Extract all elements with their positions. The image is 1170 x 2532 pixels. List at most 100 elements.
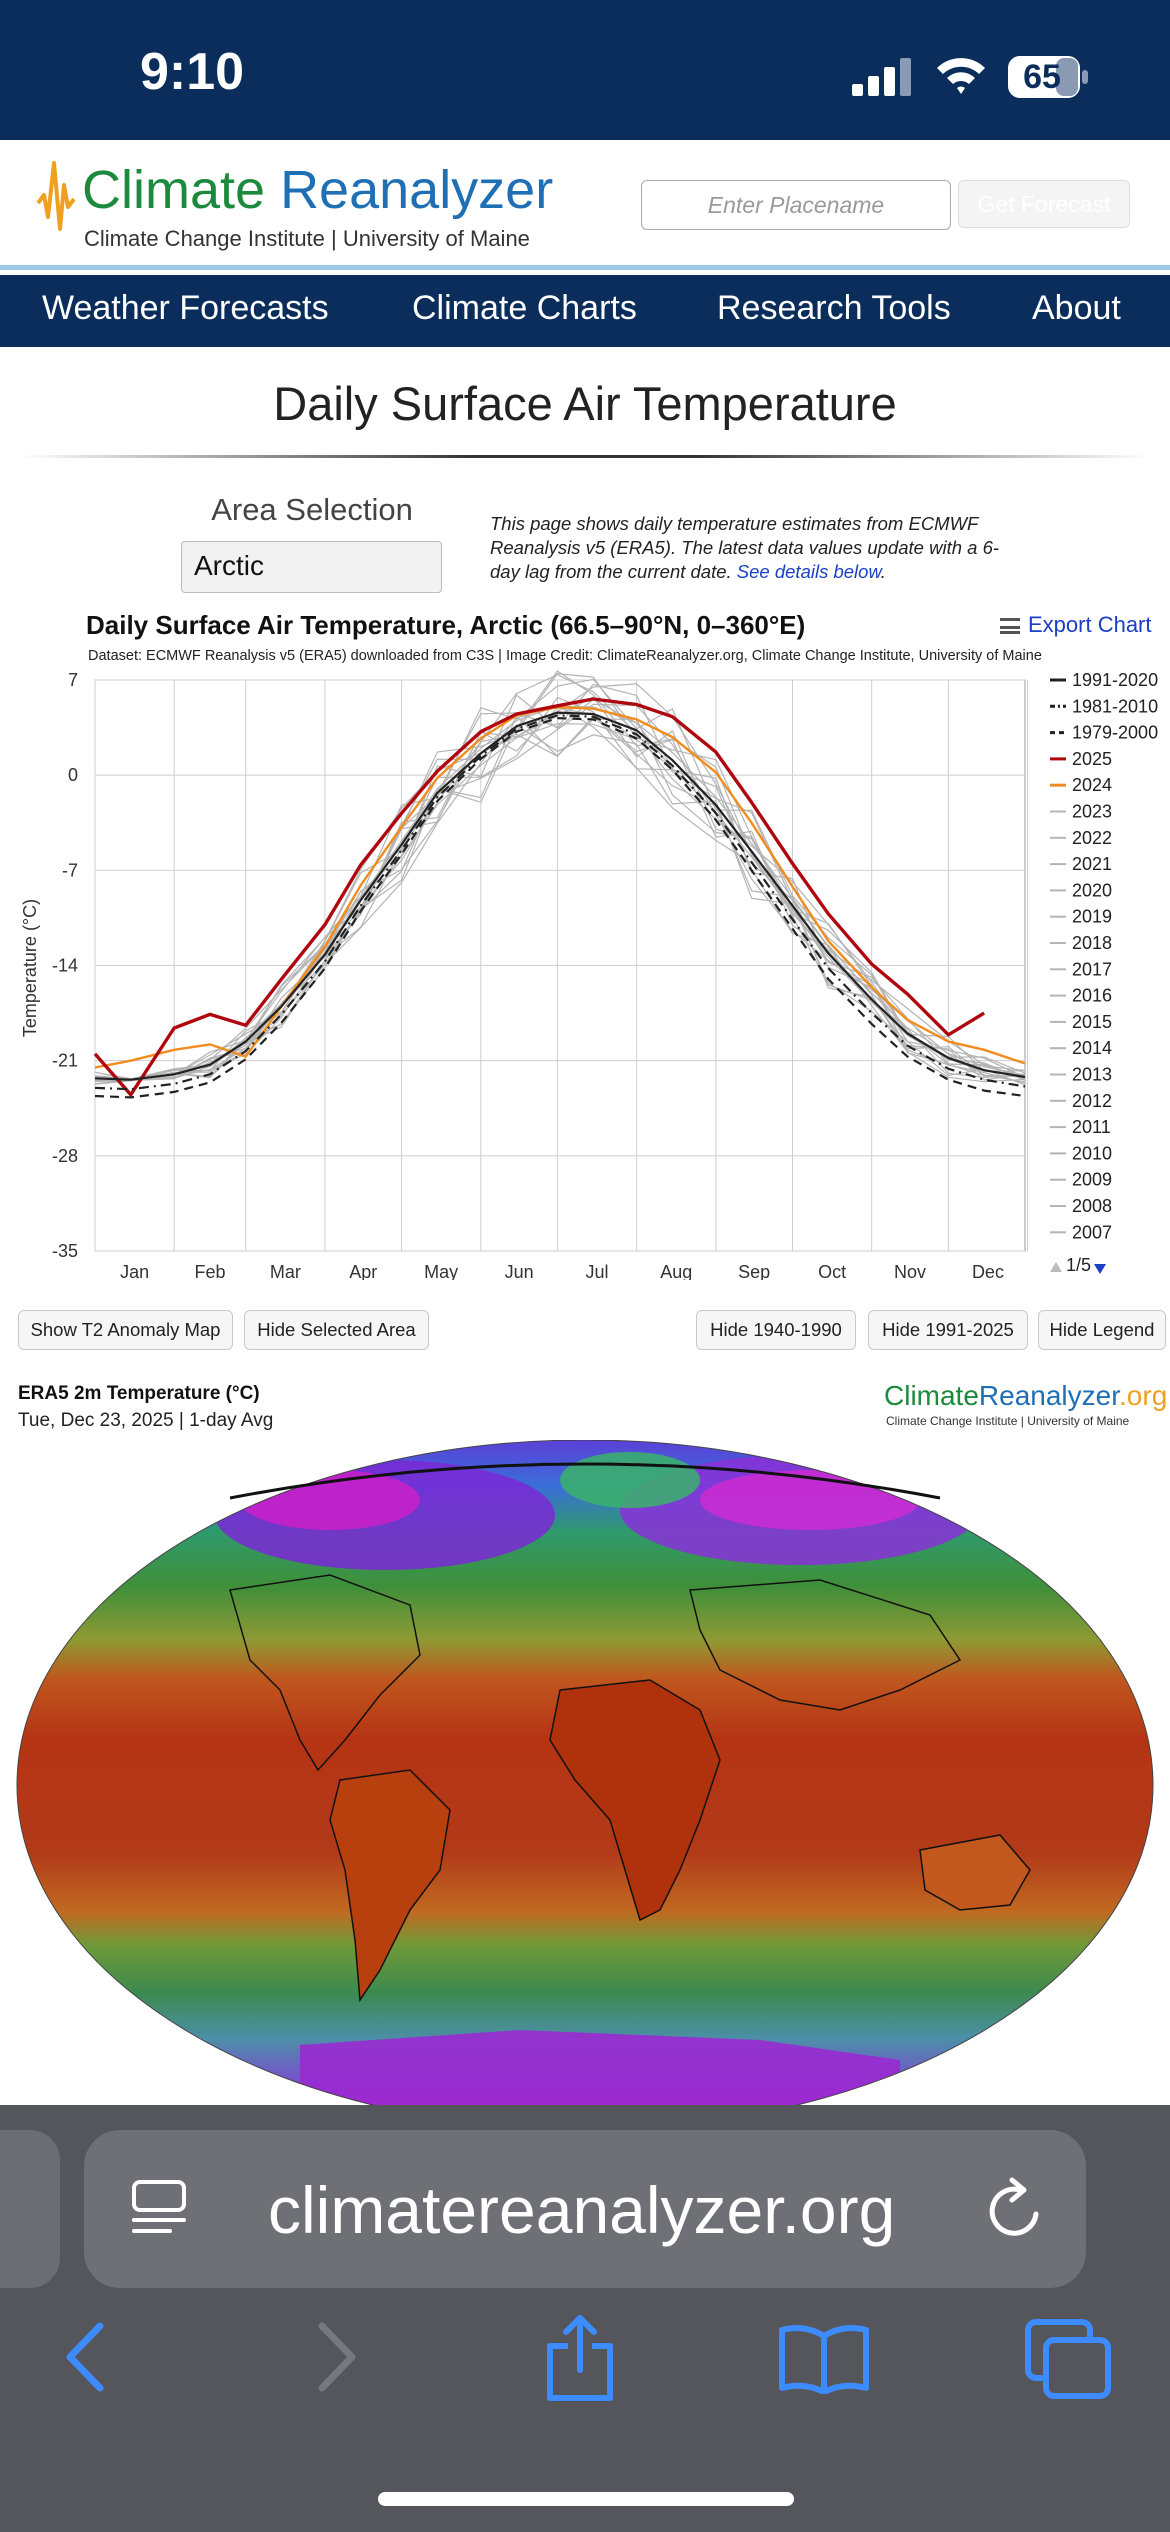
status-bar: 9:10 65: [0, 0, 1170, 140]
y-tick-label: -35: [52, 1241, 78, 1261]
map-title: ERA5 2m Temperature (°C): [18, 1383, 260, 1404]
y-tick-label: 7: [68, 670, 78, 690]
map-date: Tue, Dec 23, 2025 | 1-day Avg: [18, 1410, 274, 1431]
x-tick-label: Jan: [120, 1262, 149, 1280]
url-text[interactable]: climatereanalyzer.org: [268, 2173, 896, 2247]
series-line-2010: [94, 683, 1026, 1081]
tabs-icon[interactable]: [1024, 2318, 1112, 2400]
legend-prev-icon[interactable]: [1050, 1262, 1062, 1272]
hide-selected-area-button[interactable]: Hide Selected Area: [244, 1310, 429, 1350]
home-indicator[interactable]: [378, 2492, 794, 2506]
info-text: This page shows daily temperature estima…: [490, 513, 1000, 582]
area-select[interactable]: Arctic: [181, 541, 442, 593]
series-line-2025: [93, 697, 985, 1097]
legend-label-2008: 2008: [1072, 1196, 1112, 1216]
nav-about[interactable]: About: [1032, 289, 1121, 327]
temperature-chart[interactable]: 7 0 -7 -14 -21 -28 -35 Jan Feb Mar Apr May Jun Jul Au…: [0, 660, 1170, 1280]
legend-label-1981-2010: 1981-2010: [1072, 696, 1158, 716]
chart-grid: [94, 679, 1029, 1252]
status-time: 9:10: [140, 43, 245, 101]
logo-wave-icon[interactable]: [36, 155, 76, 237]
address-bar[interactable]: [84, 2130, 1086, 2288]
series-line-2009: [94, 715, 1026, 1084]
y-tick-label: -28: [52, 1146, 78, 1166]
series-line-1979-2000: [94, 717, 1026, 1099]
see-details-link[interactable]: See details below: [736, 561, 881, 582]
battery-icon: [1008, 56, 1088, 98]
x-tick-label: May: [424, 1262, 458, 1280]
cellular-signal-icon: [852, 58, 911, 96]
area-selection-label: Area Selection: [211, 492, 413, 527]
map-globe: [17, 1440, 1153, 2105]
map-logo-subtitle: Climate Change Institute | University of…: [886, 1414, 1130, 1428]
legend-label-2023: 2023: [1072, 802, 1112, 822]
x-tick-label: Apr: [349, 1262, 377, 1280]
site-logo[interactable]: Climate Reanalyzer: [82, 160, 553, 220]
x-tick-label: Mar: [270, 1262, 301, 1280]
export-chart-button[interactable]: Export Chart: [1000, 612, 1152, 638]
hide-1940-1990-button[interactable]: Hide 1940-1990: [696, 1310, 856, 1350]
legend-label-2011: 2011: [1072, 1117, 1111, 1137]
series-line-1991-2020: [94, 711, 1026, 1081]
back-icon[interactable]: [62, 2322, 106, 2392]
x-tick-label: Dec: [972, 1262, 1004, 1280]
y-axis-ticks: 7 0 -7 -14 -21 -28 -35: [52, 670, 78, 1261]
legend-label-2022: 2022: [1072, 828, 1112, 848]
legend-pager[interactable]: 1/5: [1050, 1255, 1106, 1275]
x-tick-label: Oct: [818, 1262, 846, 1280]
x-tick-label: Aug: [660, 1262, 692, 1280]
y-tick-label: -7: [62, 860, 78, 880]
x-axis-ticks: Jan Feb Mar Apr May Jun Jul Aug Sep Oct Nov Dec: [120, 1262, 1004, 1280]
page-title: Daily Surface Air Temperature: [273, 377, 897, 430]
series-line-1981-2010: [94, 714, 1026, 1091]
legend-label-2010: 2010: [1072, 1143, 1112, 1163]
placename-input[interactable]: [641, 180, 951, 230]
x-tick-label: Jul: [586, 1262, 609, 1280]
nav-climate-charts[interactable]: Climate Charts: [412, 289, 637, 327]
legend-label-1991-2020: 1991-2020: [1072, 670, 1158, 690]
site-header: Climate Reanalyzer Climate Change Instit…: [0, 140, 1170, 270]
hide-legend-button[interactable]: Hide Legend: [1038, 1310, 1166, 1350]
chart-credit: Dataset: ECMWF Reanalysis v5 (ERA5) down…: [88, 648, 1042, 664]
legend-label-2007: 2007: [1072, 1222, 1112, 1242]
export-chart-label: Export Chart: [1028, 612, 1152, 637]
hide-1991-2025-button[interactable]: Hide 1991-2025: [868, 1310, 1028, 1350]
forward-icon[interactable]: [316, 2322, 360, 2392]
legend-label-2018: 2018: [1072, 933, 1112, 953]
reload-icon[interactable]: [984, 2176, 1046, 2242]
share-icon[interactable]: [544, 2314, 616, 2402]
previous-tab-preview[interactable]: [0, 2130, 60, 2288]
legend-label-2025: 2025: [1072, 749, 1112, 769]
legend-label-2013: 2013: [1072, 1065, 1112, 1085]
menu-icon: [1000, 618, 1020, 634]
legend-label-2016: 2016: [1072, 986, 1112, 1006]
temperature-map[interactable]: [0, 1440, 1170, 2105]
main-nav: Weather Forecasts Climate Charts Researc…: [0, 275, 1170, 347]
bookmarks-icon[interactable]: [778, 2322, 870, 2394]
logo-word-reanalyzer: Reanalyzer: [280, 160, 554, 220]
legend-label-2021: 2021: [1072, 854, 1112, 874]
legend-label-2014: 2014: [1072, 1038, 1112, 1058]
wifi-icon: [937, 58, 985, 94]
show-anomaly-map-button[interactable]: Show T2 Anomaly Map: [18, 1310, 233, 1350]
nav-weather-forecasts[interactable]: Weather Forecasts: [42, 289, 329, 327]
chart-legend: 1991-2020 1981-2010 1979-2000 2025 2024 2023 2…: [1050, 670, 1158, 1242]
nav-research-tools[interactable]: Research Tools: [717, 289, 951, 327]
y-axis-label: Temperature (°C): [20, 899, 40, 1037]
x-tick-label: Sep: [738, 1262, 770, 1280]
chart-title: Daily Surface Air Temperature, Arctic (6…: [86, 610, 806, 640]
logo-word-climate: Climate: [82, 160, 266, 220]
x-tick-label: Nov: [894, 1262, 926, 1280]
legend-label-2020: 2020: [1072, 880, 1112, 900]
legend-label-2015: 2015: [1072, 1012, 1112, 1032]
get-forecast-button[interactable]: Get Forecast: [958, 180, 1130, 228]
y-tick-label: -21: [52, 1051, 78, 1071]
battery-level: 65: [1023, 58, 1061, 96]
selected-area-boundary: [229, 1462, 941, 1500]
legend-label-2017: 2017: [1072, 959, 1112, 979]
series-line-2013: [94, 674, 1026, 1081]
x-tick-label: Jun: [505, 1262, 534, 1280]
info-paragraph: This page shows daily temperature estima…: [490, 513, 1000, 582]
legend-next-icon[interactable]: [1094, 1264, 1106, 1274]
page-menu-icon[interactable]: [130, 2178, 188, 2236]
